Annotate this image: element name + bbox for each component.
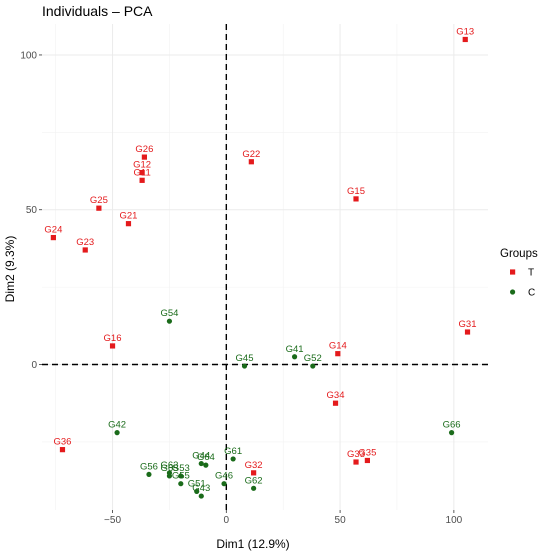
legend-title: Groups <box>500 248 538 260</box>
data-point-G54 <box>166 318 173 324</box>
point-label-G22: G22 <box>242 149 260 160</box>
data-point-G41 <box>291 354 298 360</box>
point-label-G35: G35 <box>358 447 376 458</box>
data-point-G36 <box>59 447 66 453</box>
point-label-G31: G31 <box>459 319 477 330</box>
point-label-G42: G42 <box>108 420 126 431</box>
data-point-G32 <box>251 470 257 476</box>
chart-title: Individuals – PCA <box>42 3 153 19</box>
point-label-G54: G54 <box>160 308 178 319</box>
data-point-G66 <box>448 430 455 436</box>
point-label-G45: G45 <box>236 353 254 364</box>
data-point-G25 <box>96 205 102 211</box>
point-label-G46: G46 <box>215 471 233 482</box>
point-label-G21: G21 <box>119 211 137 222</box>
legend: Groups TC <box>500 248 538 299</box>
y-axis-title: Dim2 (9.3%) <box>3 236 17 303</box>
data-point-G64 <box>203 462 209 468</box>
data-point-G21 <box>125 221 132 227</box>
data-point-G26 <box>141 154 147 160</box>
data-point-G16 <box>109 343 116 349</box>
data-point-G65 <box>166 473 173 479</box>
x-tick-label: 100 <box>446 515 463 526</box>
data-point-G24 <box>50 234 56 241</box>
data-point-G34 <box>332 400 339 406</box>
data-point-G15 <box>353 196 359 202</box>
y-tick-label: 100 <box>20 50 37 61</box>
data-point-G53 <box>178 473 184 479</box>
data-point-G23 <box>82 247 88 253</box>
data-point-G33 <box>353 459 359 465</box>
point-label-G53: G53 <box>172 463 190 474</box>
data-point-G44 <box>198 460 204 467</box>
y-tick-label: 50 <box>26 205 38 216</box>
point-label-G51: G51 <box>188 478 206 489</box>
data-points <box>50 36 471 499</box>
point-label-G16: G16 <box>104 333 122 344</box>
point-label-G25: G25 <box>90 195 108 206</box>
legend-key-T <box>510 269 516 275</box>
data-point-G52 <box>310 363 316 369</box>
point-label-G66: G66 <box>443 420 461 431</box>
data-point-G35 <box>364 457 370 464</box>
data-point-G13 <box>462 36 468 43</box>
legend-label-C: C <box>528 288 535 299</box>
x-axis-title: Dim1 (12.9%) <box>216 537 289 551</box>
data-point-G11 <box>139 177 145 183</box>
point-label-G43: G43 <box>192 483 210 494</box>
data-point-G51 <box>194 488 200 495</box>
point-label-G14: G14 <box>329 341 347 352</box>
data-point-G31 <box>464 329 471 335</box>
x-tick-label: 0 <box>224 515 230 526</box>
y-tick-label: 0 <box>31 360 37 371</box>
point-label-G64: G64 <box>197 452 215 463</box>
data-point-G12 <box>139 169 145 176</box>
point-label-G55: G55 <box>172 471 190 482</box>
point-label-G34: G34 <box>327 390 345 401</box>
data-point-G55 <box>178 481 184 487</box>
point-label-G11: G11 <box>133 167 150 178</box>
data-point-G61 <box>230 456 236 462</box>
point-label-G62: G62 <box>245 475 263 486</box>
reference-lines <box>42 24 488 510</box>
point-label-G63: G63 <box>160 460 178 471</box>
legend-key-C <box>509 289 516 295</box>
point-label-G61: G61 <box>224 446 242 457</box>
point-label-G12: G12 <box>133 160 151 171</box>
data-point-G22 <box>248 159 254 165</box>
point-label-G36: G36 <box>53 437 71 448</box>
data-point-G62 <box>251 485 257 491</box>
point-label-G23: G23 <box>76 237 94 248</box>
data-point-G56 <box>146 471 152 478</box>
point-label-G56: G56 <box>140 461 158 472</box>
data-point-G42 <box>114 430 120 436</box>
point-label-G32: G32 <box>245 460 263 471</box>
point-label-G65: G65 <box>160 463 178 474</box>
data-point-G43 <box>198 493 204 499</box>
axis-ticks: −50 0 50 100 0 50 100 <box>20 50 462 526</box>
point-label-G13: G13 <box>456 26 474 37</box>
legend-label-T: T <box>528 268 534 279</box>
point-label-G15: G15 <box>347 186 365 197</box>
point-label-G52: G52 <box>304 353 322 364</box>
data-point-G14 <box>335 351 341 357</box>
x-tick-label: −50 <box>104 515 121 526</box>
point-label-G41: G41 <box>286 344 304 355</box>
plot-panel <box>42 24 488 510</box>
x-tick-label: 50 <box>335 515 347 526</box>
point-label-G33: G33 <box>347 449 365 460</box>
point-label-G44: G44 <box>192 451 210 462</box>
data-point-G45 <box>241 363 248 369</box>
point-label-G24: G24 <box>44 225 62 236</box>
data-point-G46 <box>221 481 227 487</box>
point-label-G26: G26 <box>135 144 153 155</box>
